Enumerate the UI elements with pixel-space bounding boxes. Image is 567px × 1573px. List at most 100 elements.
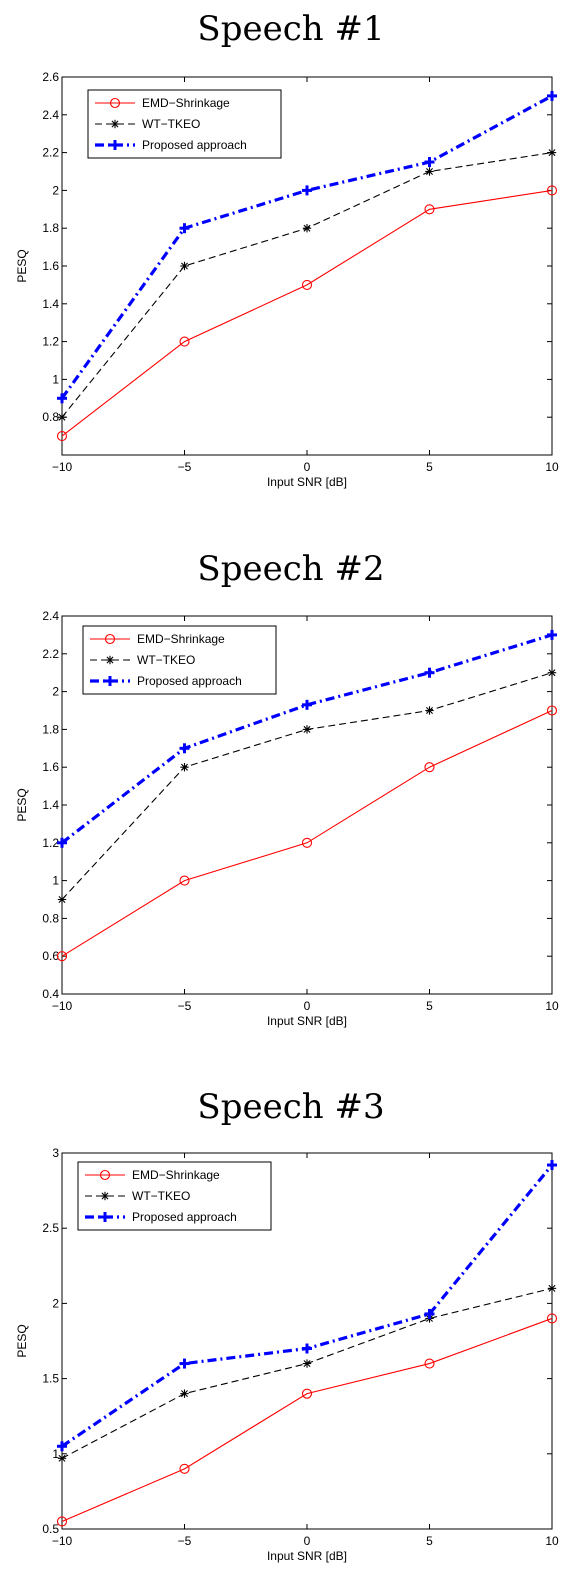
legend-marker-asterisk bbox=[100, 1191, 110, 1201]
data-point-plus bbox=[424, 667, 435, 678]
data-point-asterisk bbox=[57, 413, 67, 422]
data-point-circle bbox=[301, 837, 313, 848]
legend-marker-plus bbox=[100, 1212, 110, 1222]
x-tick-label: −5 bbox=[178, 999, 192, 1013]
y-tick-label: 1 bbox=[52, 1447, 59, 1461]
chart-panel-1: Speech #1 −10 −5 0 5 10 0.8 1 1.2 1.4 1.6 1.8 2 2.2 2.… bbox=[15, 9, 559, 489]
x-tick-label: 5 bbox=[426, 999, 433, 1013]
x-tick-label: −10 bbox=[52, 1534, 73, 1548]
legend-label-3: Proposed approach bbox=[132, 1210, 237, 1224]
y-tick-label: 2 bbox=[52, 685, 59, 699]
legend-marker-circle bbox=[104, 633, 116, 645]
x-tick-label: 0 bbox=[304, 460, 311, 474]
y-tick-label: 1.8 bbox=[42, 722, 59, 736]
data-point-plus bbox=[57, 1441, 67, 1452]
y-tick-label: 2.2 bbox=[42, 146, 59, 160]
data-point-circle bbox=[546, 1313, 558, 1324]
data-point-circle bbox=[179, 1463, 190, 1474]
y-tick-label: 2.6 bbox=[42, 70, 59, 84]
y-tick-label: 1.5 bbox=[42, 1372, 59, 1386]
x-tick-label: 10 bbox=[545, 460, 559, 474]
data-point-asterisk bbox=[302, 1359, 312, 1368]
chart-panel-3: Speech #3 −10 −5 0 5 10 0.5 1 1.5 2 2.5 3 Input SNR … bbox=[15, 1087, 559, 1563]
data-point-asterisk bbox=[180, 763, 189, 772]
legend: EMD−Shrinkage WT−TKEO Proposed approach bbox=[77, 1161, 272, 1231]
data-point-plus bbox=[57, 837, 67, 848]
y-tick-label: 1.8 bbox=[42, 221, 59, 235]
legend: EMD−Shrinkage WT−TKEO Proposed approach bbox=[87, 89, 282, 159]
x-tick-label: 5 bbox=[426, 1534, 433, 1548]
y-tick-label: 1.2 bbox=[42, 335, 59, 349]
y-tick-label: 2.4 bbox=[42, 609, 59, 623]
data-point-plus bbox=[179, 743, 190, 754]
x-tick-label: −10 bbox=[52, 999, 73, 1013]
x-axis-label: Input SNR [dB] bbox=[267, 1014, 347, 1028]
data-point-asterisk bbox=[180, 261, 189, 271]
data-point-asterisk bbox=[547, 148, 557, 157]
y-axis-label: PESQ bbox=[15, 249, 29, 282]
x-axis-label: Input SNR [dB] bbox=[267, 1549, 347, 1563]
y-axis-label: PESQ bbox=[15, 1324, 29, 1357]
data-point-plus bbox=[547, 1160, 557, 1171]
y-tick-label: 0.6 bbox=[42, 949, 59, 963]
chart-title: Speech #2 bbox=[197, 549, 384, 589]
data-point-asterisk bbox=[547, 1284, 557, 1293]
legend-label-1: EMD−Shrinkage bbox=[137, 632, 225, 646]
x-tick-label: −5 bbox=[178, 1534, 192, 1548]
y-tick-label: 2 bbox=[52, 183, 59, 197]
data-point-circle bbox=[546, 185, 558, 196]
data-point-asterisk bbox=[302, 224, 312, 233]
data-point-asterisk bbox=[547, 668, 557, 677]
y-tick-label: 1 bbox=[52, 874, 59, 888]
data-point-circle bbox=[179, 875, 190, 886]
data-point-plus bbox=[302, 699, 312, 710]
legend-label-3: Proposed approach bbox=[137, 674, 242, 688]
data-point-asterisk bbox=[57, 895, 67, 904]
legend-label-2: WT−TKEO bbox=[137, 653, 195, 667]
x-tick-label: −5 bbox=[178, 460, 192, 474]
data-point-plus bbox=[179, 1358, 190, 1369]
legend: EMD−Shrinkage WT−TKEO Proposed approach bbox=[82, 625, 277, 695]
x-tick-label: 10 bbox=[545, 1534, 559, 1548]
y-tick-label: 0.8 bbox=[42, 911, 59, 925]
data-point-circle bbox=[179, 336, 190, 347]
y-tick-label: 1 bbox=[52, 372, 59, 386]
y-axis-label: PESQ bbox=[15, 788, 29, 821]
series-line-1 bbox=[61, 710, 553, 957]
data-point-plus bbox=[424, 1308, 435, 1319]
y-tick-label: 1.6 bbox=[42, 259, 59, 273]
x-tick-label: 10 bbox=[545, 999, 559, 1013]
data-point-circle bbox=[56, 431, 68, 442]
data-point-circle bbox=[56, 951, 68, 962]
chart-title: Speech #1 bbox=[197, 9, 384, 49]
series-line-1 bbox=[61, 1317, 553, 1522]
x-tick-label: 5 bbox=[426, 460, 433, 474]
y-tick-label: 1.2 bbox=[42, 836, 59, 850]
data-point-asterisk bbox=[425, 706, 434, 715]
data-point-plus bbox=[179, 223, 190, 234]
data-point-circle bbox=[546, 705, 558, 716]
y-tick-label: 2.2 bbox=[42, 647, 59, 661]
data-point-asterisk bbox=[57, 1454, 67, 1463]
y-tick-label: 1.6 bbox=[42, 760, 59, 774]
legend-marker-circle bbox=[99, 1169, 111, 1181]
data-point-plus bbox=[547, 629, 557, 640]
x-tick-label: 0 bbox=[304, 1534, 311, 1548]
x-tick-label: −10 bbox=[52, 460, 73, 474]
data-point-circle bbox=[424, 762, 435, 773]
data-point-circle bbox=[301, 1388, 313, 1399]
data-point-plus bbox=[424, 157, 435, 168]
series-line-3 bbox=[61, 633, 553, 845]
legend-label-3: Proposed approach bbox=[142, 138, 247, 152]
x-tick-label: 0 bbox=[304, 999, 311, 1013]
legend-marker-plus bbox=[110, 140, 120, 150]
y-tick-label: 2.5 bbox=[42, 1221, 59, 1235]
data-point-circle bbox=[301, 279, 313, 290]
legend-label-2: WT−TKEO bbox=[142, 117, 200, 131]
x-axis-label: Input SNR [dB] bbox=[267, 475, 347, 489]
data-point-plus bbox=[547, 90, 557, 101]
data-point-plus bbox=[302, 185, 312, 196]
legend-marker-plus bbox=[105, 676, 115, 686]
data-point-circle bbox=[56, 1516, 68, 1527]
